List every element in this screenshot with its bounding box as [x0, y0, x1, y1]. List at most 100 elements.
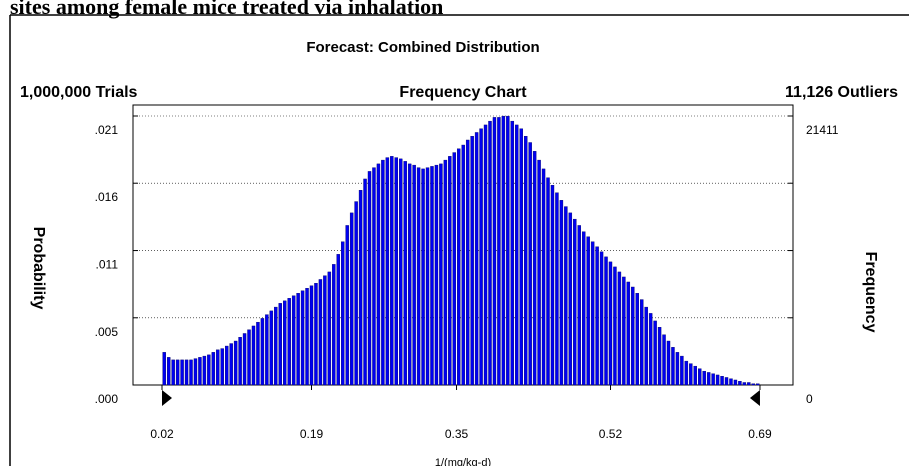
x-tick-label: 0.69 — [748, 427, 772, 441]
bar — [698, 368, 702, 386]
bar — [581, 231, 586, 386]
bar — [720, 376, 724, 386]
bar — [640, 299, 644, 386]
bar — [689, 363, 693, 386]
bar — [175, 359, 180, 386]
bar — [247, 329, 251, 386]
bar — [648, 313, 653, 386]
bar — [671, 347, 675, 386]
bar — [251, 325, 256, 386]
bar — [403, 161, 407, 386]
bar — [474, 132, 479, 386]
bar — [492, 117, 497, 386]
bar — [483, 124, 488, 386]
bar — [729, 378, 733, 386]
bar — [631, 286, 635, 386]
bar — [497, 117, 501, 386]
bar — [305, 288, 309, 386]
bar — [390, 156, 394, 386]
bar — [345, 225, 349, 386]
bar — [541, 168, 546, 386]
bar — [425, 167, 430, 386]
bar — [675, 352, 680, 386]
bar — [564, 206, 568, 386]
bar — [537, 159, 541, 386]
bar — [568, 212, 573, 386]
bar — [207, 354, 211, 386]
bar — [550, 185, 555, 386]
bar — [376, 163, 381, 386]
bar — [220, 348, 224, 386]
bar — [622, 276, 626, 386]
bar — [265, 314, 269, 386]
bar — [586, 236, 590, 386]
bar — [300, 290, 305, 386]
bar — [465, 139, 470, 386]
range-marker — [162, 390, 173, 406]
bar — [291, 295, 296, 386]
bar — [202, 355, 207, 386]
bar — [332, 264, 336, 386]
y-tick-label: .016 — [95, 190, 119, 204]
bar — [657, 327, 662, 386]
bar — [421, 168, 425, 386]
annotation: 11,126 Outliers — [785, 84, 898, 101]
bar — [327, 271, 332, 386]
bar — [626, 281, 631, 386]
chart-subtitle: Frequency Chart — [399, 84, 527, 101]
bar — [416, 167, 421, 386]
bar — [756, 383, 760, 386]
bar — [287, 298, 291, 386]
bar — [269, 310, 274, 386]
page-heading: sites among female mice treated via inha… — [10, 0, 443, 19]
bar — [662, 334, 666, 386]
annotation: 1,000,000 Trials — [20, 84, 138, 101]
bar — [166, 357, 171, 386]
x-axis-label: 1/(mg/kg-d) — [435, 457, 491, 466]
bar — [532, 151, 537, 386]
bar — [180, 359, 184, 386]
bar — [590, 241, 595, 386]
bar — [434, 164, 439, 386]
bar — [443, 159, 448, 386]
y-axis-label: Probability — [30, 227, 47, 310]
bar — [501, 115, 506, 386]
bar — [229, 343, 233, 386]
x-tick-label: 0.52 — [599, 427, 623, 441]
bar — [599, 251, 604, 386]
bar — [354, 201, 358, 386]
bar — [702, 370, 706, 386]
bar — [644, 306, 648, 386]
bar — [573, 218, 577, 386]
bar — [523, 136, 528, 386]
chart-title: Forecast: Combined Distribution — [306, 39, 539, 56]
bar — [546, 177, 550, 386]
bar — [372, 167, 376, 386]
bar — [724, 377, 729, 386]
bar — [595, 246, 599, 386]
bar — [283, 300, 287, 386]
bar — [452, 152, 457, 386]
bar — [407, 163, 412, 386]
bar — [747, 382, 751, 386]
bar — [336, 254, 340, 386]
bar — [233, 340, 238, 386]
bar — [323, 275, 327, 386]
bar — [604, 256, 608, 386]
bar — [488, 120, 492, 386]
bar — [506, 115, 510, 386]
bar — [680, 355, 684, 386]
bar — [608, 261, 613, 386]
bar — [653, 320, 657, 386]
bar — [309, 285, 314, 386]
bar — [216, 349, 220, 386]
bar — [412, 164, 416, 386]
y2-tick-label: 0 — [806, 392, 813, 406]
x-tick-label: 0.35 — [445, 427, 469, 441]
bar — [635, 293, 639, 386]
x-tick-label: 0.19 — [300, 427, 324, 441]
bar — [510, 120, 515, 386]
bar — [738, 381, 742, 386]
bar — [577, 225, 581, 386]
bar — [385, 157, 390, 386]
